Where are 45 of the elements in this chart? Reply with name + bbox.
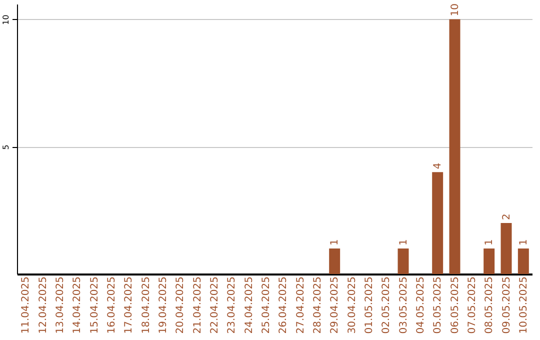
bar — [432, 172, 444, 274]
x-tick-label: 27.04.2025 — [295, 276, 306, 334]
data-label: 10 — [450, 4, 461, 16]
bar — [484, 248, 495, 274]
x-tick-label: 18.04.2025 — [140, 276, 152, 334]
x-tick-label: 05.05.2025 — [432, 276, 444, 334]
x-tick-label: 07.05.2025 — [466, 276, 478, 334]
x-tick-label: 11.04.2025 — [20, 276, 32, 334]
data-label: 1 — [330, 239, 341, 246]
x-tick-label: 06.05.2025 — [450, 276, 461, 334]
bar — [449, 19, 460, 274]
x-tick-label: 28.04.2025 — [312, 276, 324, 334]
x-tick-label: 23.04.2025 — [226, 276, 238, 334]
x-tick-label: 26.04.2025 — [278, 276, 290, 334]
x-tick-label: 19.04.2025 — [158, 276, 169, 334]
y-tick-label: 5 — [2, 144, 10, 150]
bar — [500, 223, 512, 274]
x-tick-label: 13.04.2025 — [54, 276, 66, 334]
x-tick-label: 14.04.2025 — [72, 276, 84, 334]
x-tick-label: 03.05.2025 — [398, 276, 410, 334]
x-tick-label: 08.05.2025 — [484, 276, 496, 334]
data-label: 1 — [518, 239, 530, 246]
data-label: 1 — [484, 239, 496, 246]
bar — [398, 248, 409, 274]
x-tick-label: 30.04.2025 — [346, 276, 358, 334]
x-tick-label: 15.04.2025 — [89, 276, 100, 334]
x-tick-label: 12.04.2025 — [38, 276, 49, 334]
x-tick-label: 16.04.2025 — [106, 276, 118, 334]
bar — [518, 248, 529, 274]
x-tick-label: 10.05.2025 — [518, 276, 530, 334]
data-label: 4 — [432, 162, 444, 170]
x-tick-label: 29.04.2025 — [330, 276, 341, 334]
x-tick-label: 20.04.2025 — [175, 276, 186, 334]
x-tick-label: 17.04.2025 — [124, 276, 135, 334]
x-tick-label: 21.04.2025 — [192, 276, 204, 334]
x-tick-label: 04.05.2025 — [415, 276, 426, 334]
data-label: 2 — [501, 214, 512, 220]
x-tick-label: 01.05.2025 — [364, 276, 375, 334]
x-tick-label: 02.05.2025 — [381, 276, 392, 334]
x-tick-label: 09.05.2025 — [501, 276, 512, 334]
x-tick-label: 25.04.2025 — [260, 276, 272, 334]
bar — [329, 248, 340, 274]
x-tick-label: 22.04.2025 — [209, 276, 220, 334]
data-label: 1 — [398, 239, 410, 246]
x-tick-label: 24.04.2025 — [244, 276, 255, 334]
